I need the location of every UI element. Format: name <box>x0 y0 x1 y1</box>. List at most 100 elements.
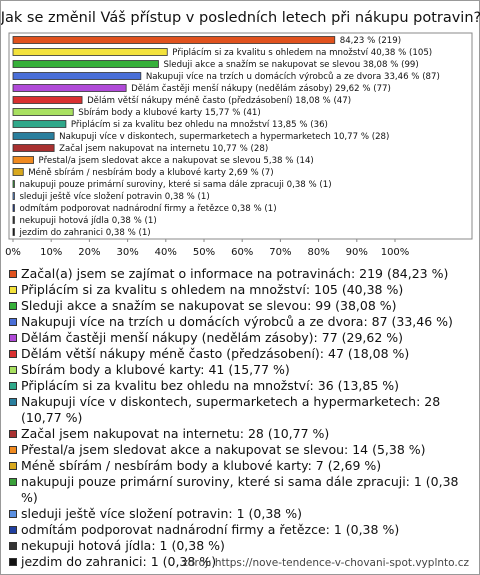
legend-item: odmítám podporovat nadnárodní firmy a ře… <box>9 522 475 538</box>
legend-item: Sleduji akce a snažím se nakupovat se sl… <box>9 298 475 314</box>
bar-label: jezdim do zahranici 0,38 % (1) <box>18 228 150 238</box>
bar <box>12 156 34 164</box>
chart-title: Jak se změnil Váš přístup v posledních l… <box>1 10 480 26</box>
legend-item: Méně sbírám / nesbírám body a klubové ka… <box>9 458 475 474</box>
legend-label: odmítám podporovat nadnárodní firmy a ře… <box>21 522 400 537</box>
chart: Jak se změnil Váš přístup v posledních l… <box>1 10 480 258</box>
legend-swatch <box>9 398 17 406</box>
bar-label: Dělám častěji menší nákupy (nedělám záso… <box>131 83 391 94</box>
x-tick-label: 40% <box>155 247 177 258</box>
legend-swatch <box>9 478 17 486</box>
legend-swatch <box>9 318 17 326</box>
bar-label: sleduji ještě více složení potravin 0,38… <box>19 191 209 202</box>
legend-item: Dělám častěji menší nákupy (nedělám záso… <box>9 330 475 346</box>
legend-item: Nakupuji více v diskontech, supermarkete… <box>9 394 475 426</box>
bar-label: Nakupuji více na trzích u domácích výrob… <box>146 71 440 82</box>
bar-label: Nakupuji více v diskontech, supermarkete… <box>59 132 389 142</box>
legend-swatch <box>9 366 17 374</box>
bar <box>12 192 15 200</box>
legend-label: Začal jsem nakupovat na internetu: 28 (1… <box>21 426 330 441</box>
legend-label: nekupuji hotová jídla: 1 (0,38 %) <box>21 538 225 553</box>
legend-item: Dělám větší nákupy méně často (předzásob… <box>9 346 475 362</box>
legend-label: Nakupuji více v diskontech, supermarkete… <box>21 394 441 425</box>
bar <box>12 180 15 188</box>
bar <box>12 72 142 80</box>
bar-label: 84,23 % (219) <box>340 36 401 46</box>
bar <box>12 36 336 44</box>
legend-item: Nakupuji více na trzích u domácích výrob… <box>9 314 475 330</box>
bar-label: nekupuji hotová jídla 0,38 % (1) <box>19 216 156 226</box>
x-tick-label: 80% <box>307 247 329 258</box>
bar-label: Méně sbírám / nesbírám body a klubové ka… <box>28 167 273 178</box>
legend-swatch <box>9 446 17 454</box>
legend-label: Připlácím si za kvalitu s ohledem na mno… <box>21 282 404 297</box>
bar <box>12 204 15 212</box>
bar <box>12 228 15 236</box>
legend-item: Začal jsem nakupovat na internetu: 28 (1… <box>9 426 475 442</box>
legend-label: Přestal/a jsem sledovat akce a nakupovat… <box>21 442 426 457</box>
bar <box>12 96 83 104</box>
bar-label: Dělám větší nákupy méně často (předzásob… <box>87 95 351 106</box>
legend-swatch <box>9 526 17 534</box>
legend-label: sleduji ještě více složení potravin: 1 (… <box>21 506 302 521</box>
bar-label: Připlácím si za kvalitu s ohledem na mno… <box>172 48 432 58</box>
bar <box>12 60 159 68</box>
x-tick-label: 0% <box>5 247 21 258</box>
legend-swatch <box>9 430 17 438</box>
legend-label: Připlácím si za kvalitu bez ohledu na mn… <box>21 378 400 393</box>
x-tick-label: 70% <box>269 247 291 258</box>
legend-swatch <box>9 382 17 390</box>
legend-label: Dělám častěji menší nákupy (nedělám záso… <box>21 330 404 345</box>
bar <box>12 84 127 92</box>
legend-label: jezdim do zahranici: 1 (0,38 %) <box>21 554 217 569</box>
legend-label: Sbírám body a klubové karty: 41 (15,77 %… <box>21 362 290 377</box>
bar-label: Sleduji akce a snažím se nakupovat se sl… <box>163 60 418 70</box>
legend-item: nekupuji hotová jídla: 1 (0,38 %) <box>9 538 475 554</box>
bar <box>12 108 74 116</box>
legend-label: Dělám větší nákupy méně často (předzásob… <box>21 346 410 361</box>
legend-swatch <box>9 302 17 310</box>
legend-item: sleduji ještě více složení potravin: 1 (… <box>9 506 475 522</box>
legend-item: nakupuji pouze primární suroviny, které … <box>9 474 475 506</box>
x-tick-label: 20% <box>78 247 100 258</box>
legend-label: Méně sbírám / nesbírám body a klubové ka… <box>21 458 382 473</box>
bar-label: odmítám podporovat nadnárodní firmy a ře… <box>19 203 276 214</box>
x-tick-label: 50% <box>193 247 215 258</box>
legend-swatch <box>9 558 17 566</box>
legend-swatch <box>9 270 17 278</box>
legend-item: Připlácím si za kvalitu s ohledem na mno… <box>9 282 475 298</box>
legend-item: Přestal/a jsem sledovat akce a nakupovat… <box>9 442 475 458</box>
legend-swatch <box>9 334 17 342</box>
bar <box>12 168 24 176</box>
x-tick-label: 100% <box>381 247 410 258</box>
legend-swatch <box>9 286 17 294</box>
x-tick-label: 90% <box>346 247 368 258</box>
bar-label: nakupuji pouze primární suroviny, které … <box>19 179 331 190</box>
legend-label: Začal(a) jsem se zajímat o informace na … <box>21 266 449 281</box>
legend-item: Připlácím si za kvalitu bez ohledu na mn… <box>9 378 475 394</box>
x-tick-label: 60% <box>231 247 253 258</box>
legend-swatch <box>9 462 17 470</box>
legend: Začal(a) jsem se zajímat o informace na … <box>9 266 475 570</box>
legend-item: Sbírám body a klubové karty: 41 (15,77 %… <box>9 362 475 378</box>
legend-label: Sleduji akce a snažím se nakupovat se sl… <box>21 298 397 313</box>
legend-label: nakupuji pouze primární suroviny, které … <box>21 474 459 505</box>
legend-item: jezdim do zahranici: 1 (0,38 %) <box>9 554 475 570</box>
bar <box>12 48 168 56</box>
x-tick-label: 10% <box>40 247 62 258</box>
bar <box>12 216 15 224</box>
legend-label: Nakupuji více na trzích u domácích výrob… <box>21 314 453 329</box>
legend-item: Začal(a) jsem se zajímat o informace na … <box>9 266 475 282</box>
x-tick-label: 30% <box>116 247 138 258</box>
source: zdroj: https://nove-tendence-v-chovani-s… <box>182 557 469 569</box>
bar-label: Připlácím si za kvalitu bez ohledu na mn… <box>71 120 328 130</box>
bar-label: Přestal/a jsem sledovat akce a nakupovat… <box>39 156 314 166</box>
legend-swatch <box>9 510 17 518</box>
legend-swatch <box>9 542 17 550</box>
bar <box>12 144 55 152</box>
bar <box>12 132 55 140</box>
bar <box>12 120 67 128</box>
bar-label: Začal jsem nakupovat na internetu 10,77 … <box>59 143 268 154</box>
bar-label: Sbírám body a klubové karty 15,77 % (41) <box>78 107 261 118</box>
